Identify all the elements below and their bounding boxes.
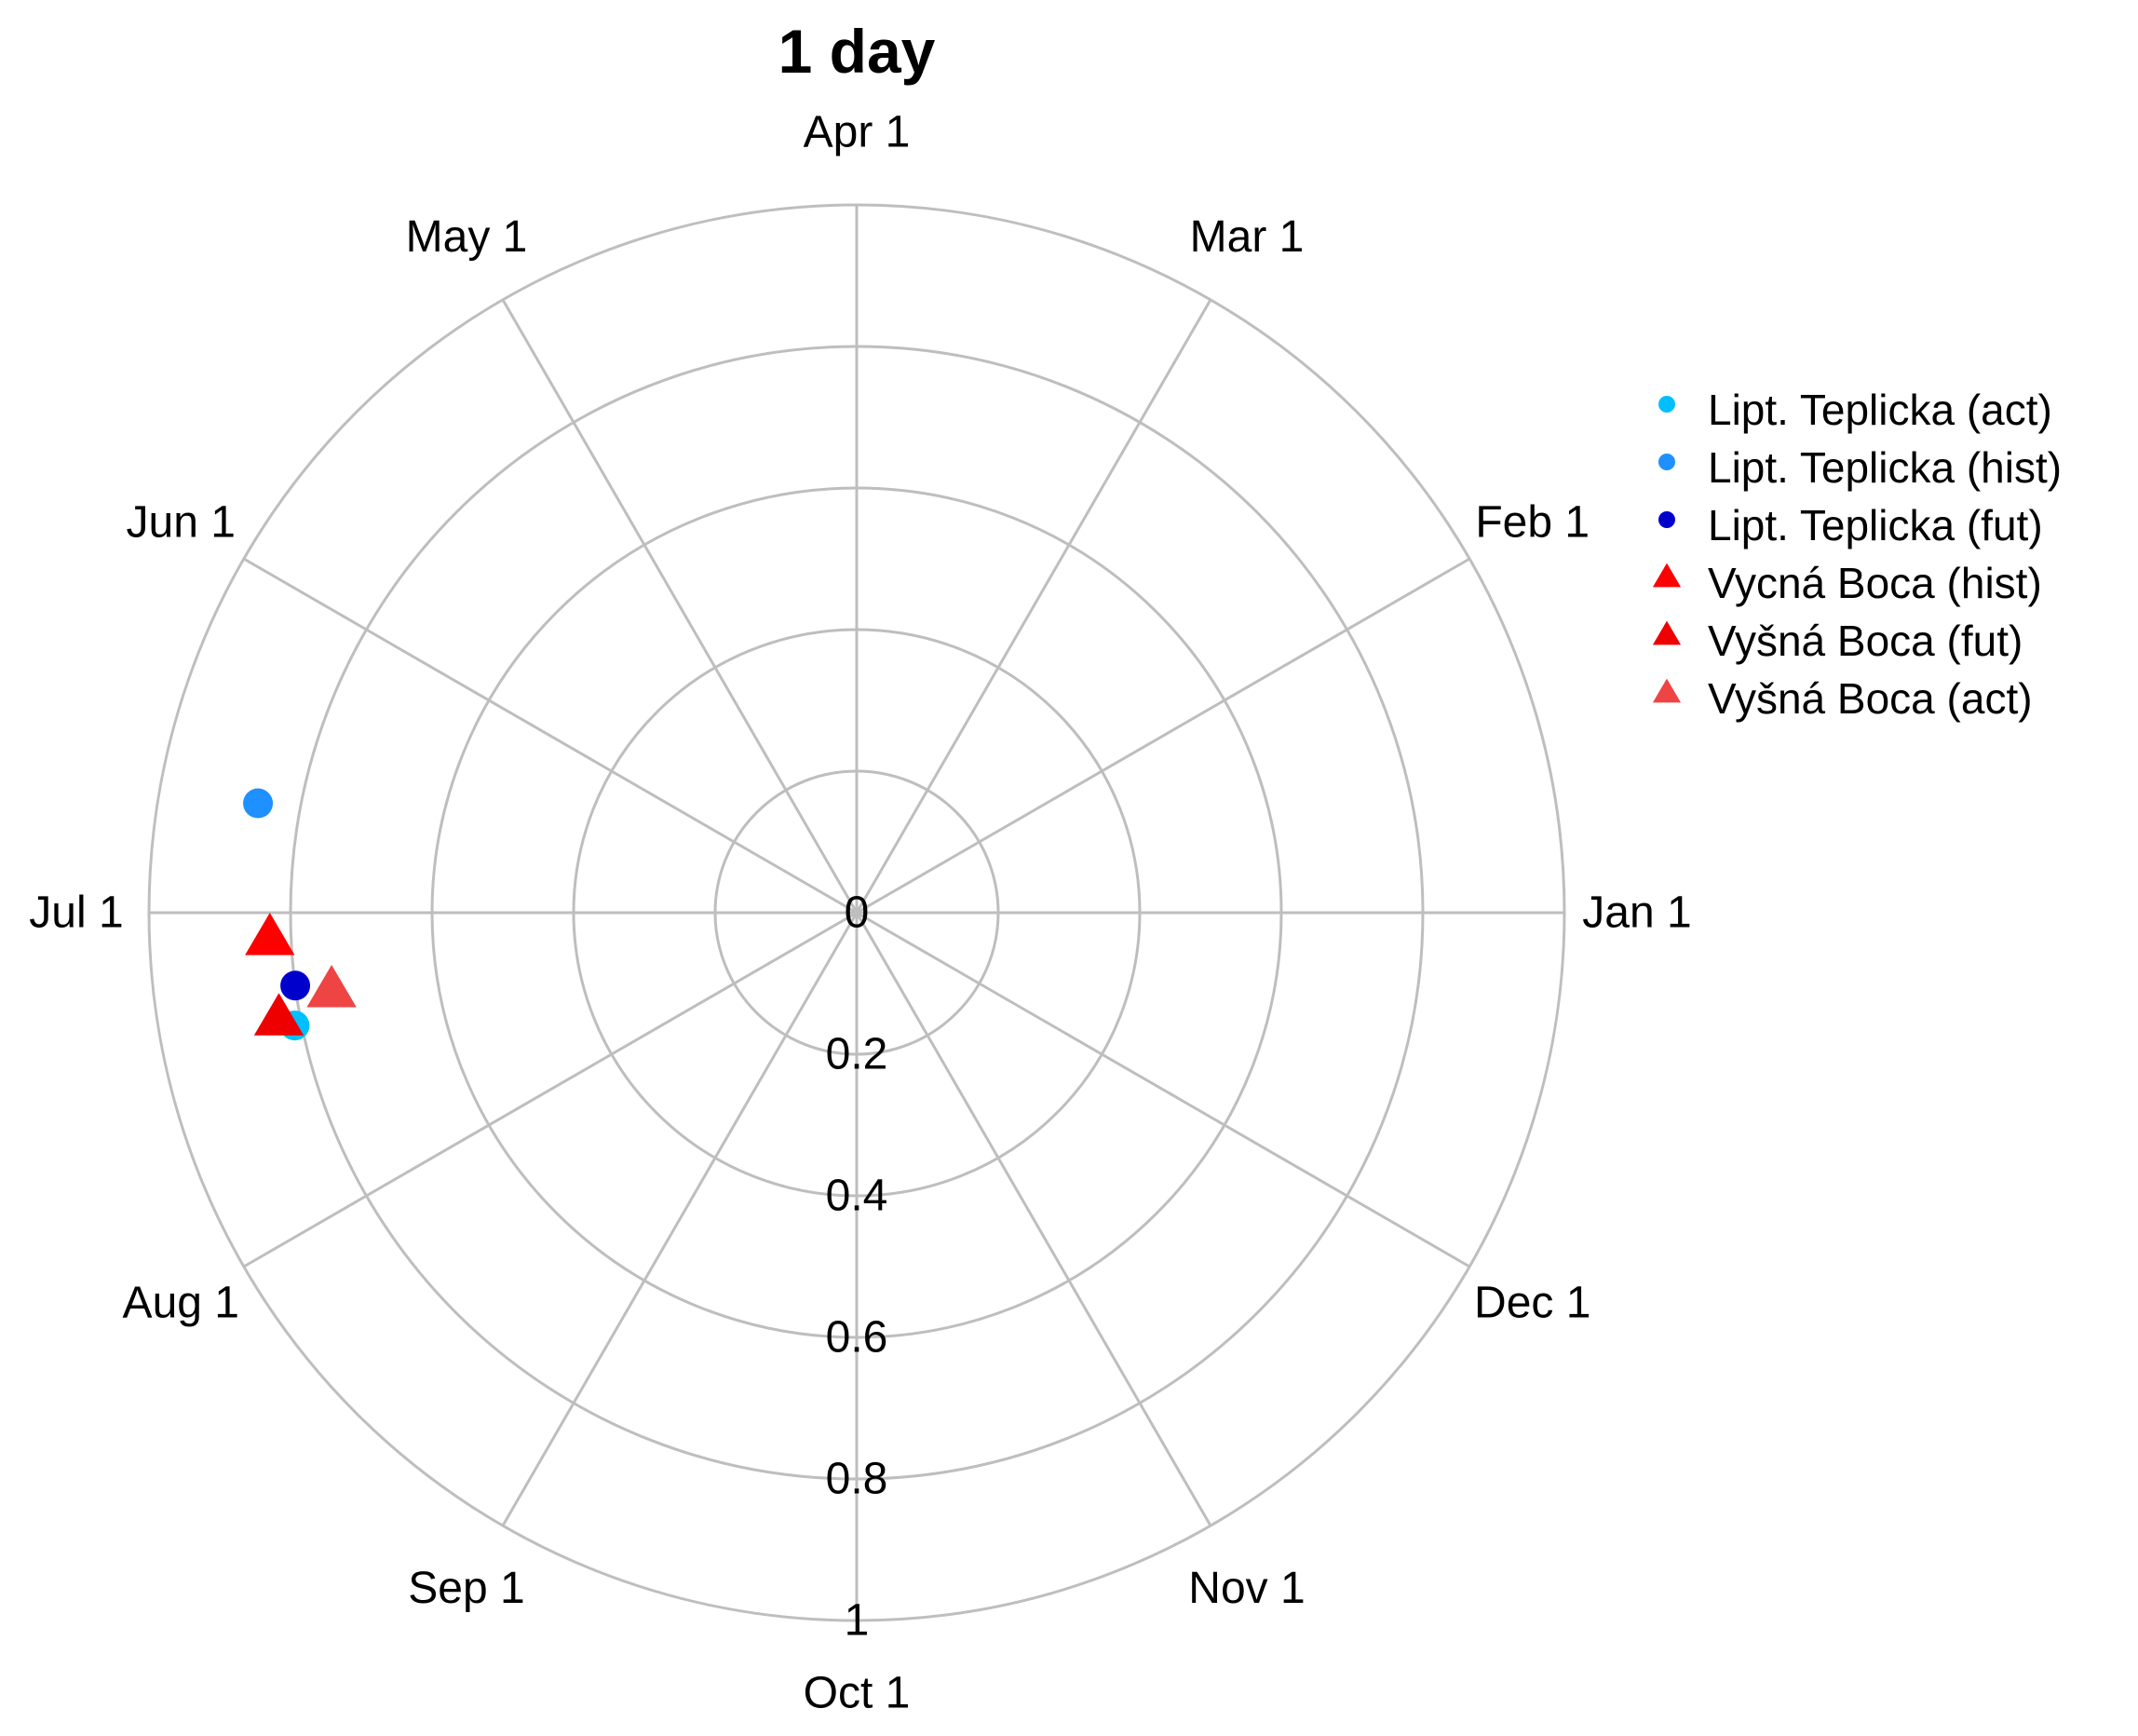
grid-spoke-4 (501, 299, 859, 914)
legend-label: Vycná Boca (hist) (1708, 559, 2042, 607)
angular-label: Nov 1 (1188, 1564, 1305, 1613)
legend-symbol-circle (1658, 396, 1675, 413)
angular-label: Feb 1 (1475, 498, 1590, 548)
legend-symbol-triangle (1652, 563, 1682, 588)
polar-grid (147, 203, 1566, 1622)
data-point-triangle (245, 913, 295, 956)
angular-label: Dec 1 (1474, 1279, 1590, 1328)
legend-symbol-triangle (1652, 620, 1682, 645)
grid-spoke-7 (243, 911, 858, 1268)
angular-label: May 1 (406, 212, 528, 262)
data-point-triangle (253, 993, 304, 1036)
grid-spoke-10 (855, 912, 1212, 1526)
radial-label: 0.8 (826, 1455, 888, 1504)
radial-label: 0.4 (826, 1172, 888, 1221)
angular-label: Jan 1 (1582, 888, 1691, 938)
data-point-circle (243, 788, 274, 819)
grid-spoke-8 (501, 912, 859, 1526)
radial-label: 0.2 (826, 1030, 888, 1079)
angular-tick-labels: Jan 1 Feb 1 Mar 1 Apr 1 May 1 Jun 1 Jul 1 Aug 1… (29, 108, 1691, 1718)
legend-label: Lipt. Teplicka (act) (1708, 386, 2052, 434)
data-point-circle (280, 970, 311, 1001)
angular-label: Jul 1 (29, 888, 123, 938)
angular-label: Apr 1 (804, 108, 911, 157)
angular-label: Oct 1 (804, 1669, 911, 1718)
legend-label: Lipt. Teplicka (hist) (1708, 443, 2062, 492)
legend-symbol-triangle (1652, 678, 1682, 703)
legend-label: Vyšná Boca (act) (1708, 674, 2033, 723)
radial-label: 0 (845, 888, 870, 938)
legend: Lipt. Teplicka (act) Lipt. Teplicka (hist… (1652, 386, 2062, 723)
legend-label: Vyšná Boca (fut) (1708, 617, 2023, 665)
angular-label: Jun 1 (127, 498, 236, 548)
grid-spoke-2 (855, 299, 1212, 914)
radial-label: 1 (845, 1596, 870, 1646)
legend-symbol-circle (1658, 511, 1675, 528)
angular-label: Mar 1 (1190, 212, 1305, 262)
angular-label: Aug 1 (123, 1279, 239, 1328)
radial-tick-labels: 0 0.2 0.4 0.6 0.8 1 (826, 888, 888, 1646)
angular-label: Sep 1 (408, 1564, 524, 1613)
legend-label: Lipt. Teplicka (fut) (1708, 501, 2043, 549)
data-points (243, 788, 357, 1041)
grid-spoke-11 (856, 911, 1470, 1268)
grid-spoke-1 (856, 557, 1470, 915)
legend-symbol-circle (1658, 454, 1675, 470)
chart-title: 1 day (778, 17, 936, 86)
grid-spoke-5 (243, 557, 858, 915)
data-point-triangle (306, 965, 357, 1008)
radial-label: 0.6 (826, 1313, 888, 1363)
